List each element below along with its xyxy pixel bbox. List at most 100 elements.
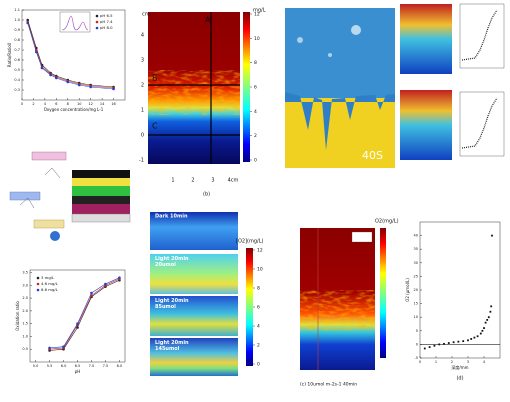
legend-marker [95, 14, 99, 18]
colorbar-tick-label: 8 [254, 60, 257, 66]
y-tick-label: 20 [414, 288, 418, 292]
thumb-curve [461, 9, 498, 61]
data-point [77, 83, 81, 87]
series-line [27, 22, 114, 90]
strip [150, 212, 238, 250]
colorbar-tick-label: 0 [257, 362, 260, 368]
y-axis-label: O2 (μmol/L) [405, 278, 410, 302]
y-tick-label: 2.0 [22, 309, 28, 313]
y-tick-label: 4 [141, 33, 144, 39]
data-point [40, 66, 44, 70]
data-point [457, 340, 460, 343]
legend-marker [95, 20, 99, 24]
data-point [491, 234, 493, 237]
x-tick-label: 8 [67, 102, 69, 106]
colorbar-tick-label: 8 [257, 286, 260, 292]
x-tick-label: 0 [419, 360, 421, 364]
legend-marker [36, 282, 40, 286]
colorbar-tick-label: 4 [254, 109, 257, 115]
data-point [66, 80, 70, 84]
data-point [470, 338, 473, 340]
data-point [452, 341, 455, 344]
x-tick-label: 8.0 [117, 364, 123, 368]
light-map: O2(mg/L) (c) 10umol m-2s-1 40min [300, 219, 399, 388]
strip [150, 296, 238, 336]
x-tick-label: 7.5 [103, 364, 109, 368]
axis-unit: cm [142, 12, 150, 18]
colorbar [243, 12, 250, 162]
legend-label: 3 mg/L [41, 275, 55, 280]
molecule [19, 167, 61, 209]
plume [285, 92, 395, 150]
x-tick-label: 3 [211, 178, 214, 184]
strip-label: Dark 10min [155, 214, 188, 220]
data-point [49, 73, 52, 77]
strip [150, 254, 238, 294]
x-tick-label: 4 [483, 360, 486, 364]
legend-marker [36, 288, 40, 292]
y-tick-label: 1.1 [14, 8, 20, 12]
y-tick-label: 10 [414, 315, 418, 319]
thumb-plot [459, 3, 505, 69]
legend-label: 4.6 mg/L [41, 281, 59, 286]
y-tick-label: -1 [139, 158, 144, 164]
data-point [76, 322, 79, 325]
colorbar-tick-label: 6 [257, 305, 260, 311]
spot [297, 37, 303, 43]
layer [71, 213, 131, 223]
series-line [49, 279, 120, 351]
x-tick-label: 4cm [228, 178, 239, 184]
x-axis-label: Oxygen concentration/mg L-1 [44, 107, 104, 112]
x-tick-label: 5.5 [47, 364, 53, 368]
colorbar-tick-label: 10 [257, 267, 263, 273]
x-tick-label: 1 [171, 178, 174, 184]
image-label: 40S [362, 149, 383, 162]
box [31, 151, 67, 161]
data-point [486, 319, 489, 321]
data-point [118, 276, 121, 279]
y-tick-label: -5 [415, 356, 419, 360]
y-tick-label: 3.5 [22, 271, 28, 275]
caption: (b) [203, 192, 210, 198]
y-tick-label: 0.8 [14, 38, 20, 42]
thumb [400, 90, 452, 160]
y-tick-label: 2.5 [22, 296, 28, 300]
data-point [35, 50, 38, 54]
plot-frame [419, 221, 501, 359]
x-axis-label: 深度/mm [451, 364, 468, 370]
thumb-curve [461, 97, 498, 149]
y-tick-label: 1 [141, 108, 144, 114]
y-tick-label: 0.4 [14, 78, 20, 82]
legend-label: pH 6.5 [100, 13, 113, 18]
y-tick-label: 1.0 [14, 18, 20, 22]
legend-label: pH 7.4 [100, 19, 113, 24]
x-axis-label: pH [75, 369, 81, 374]
colorbar-title: [O2](mg/L) [236, 239, 263, 245]
layer [72, 170, 130, 178]
colorbar-tick-label: 12 [257, 248, 263, 254]
data-point [489, 310, 492, 313]
y-axis-label: Ratio/Ratio0 [7, 42, 12, 67]
small-images [400, 3, 505, 160]
y-tick-label: 0.5 [22, 347, 28, 351]
strip [150, 338, 238, 376]
y-tick-label: 1.5 [22, 322, 28, 326]
data-point [487, 316, 490, 319]
inset-curve [61, 15, 89, 31]
x-tick-label: 10 [77, 102, 81, 106]
legend-marker [95, 26, 99, 30]
data-point [428, 346, 431, 349]
data-point [90, 291, 93, 295]
y-axis-label: Oxidation ratio [15, 301, 20, 331]
data-point [62, 345, 65, 348]
data-point [48, 346, 51, 350]
caption: (d) [456, 376, 463, 382]
legend-label: pH 8.0 [100, 25, 113, 30]
x-tick-label: 6.5 [75, 364, 81, 368]
data-point [490, 305, 493, 308]
series-line [49, 277, 120, 349]
y-tick-label: 0.9 [14, 28, 20, 32]
legend-box [351, 231, 373, 243]
layer [72, 186, 130, 196]
y-tick-label: 0 [416, 342, 418, 346]
